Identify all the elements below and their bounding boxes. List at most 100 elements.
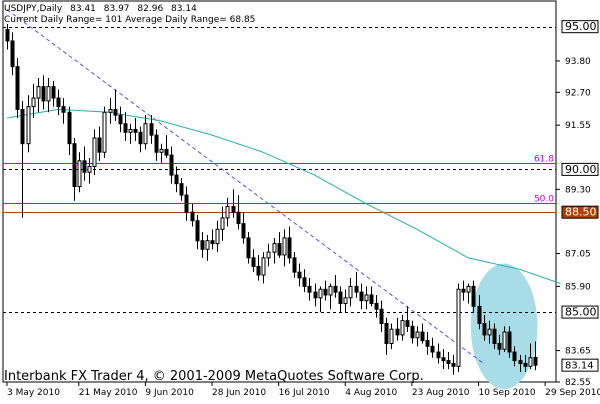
candle-body <box>241 223 246 239</box>
candle-body <box>20 108 25 145</box>
copyright-text: Interbank FX Trader 4, © 2001-2009 MetaQ… <box>4 369 424 384</box>
candle-body <box>154 134 159 153</box>
candle-body <box>133 128 138 133</box>
candle-body <box>51 86 56 99</box>
candle-body <box>528 357 533 367</box>
candle-body <box>256 265 261 276</box>
x-tick-label: 29 Sep 2010 <box>545 388 600 398</box>
candle-body <box>523 362 528 367</box>
candle-body <box>149 123 154 136</box>
level-box <box>561 305 599 319</box>
candle-body <box>272 243 277 253</box>
candle-body <box>282 237 287 256</box>
candle-body <box>61 106 66 113</box>
candle-body <box>179 183 184 196</box>
range-info: Current Daily Range= 101 Average Daily R… <box>4 15 260 26</box>
candle-body <box>492 328 497 344</box>
current-price-label: 83.14 <box>565 361 594 372</box>
x-tick-label: 23 Aug 2010 <box>412 388 470 398</box>
candle-body <box>200 240 205 250</box>
range-text: Current Daily Range= 101 Average Daily R… <box>4 15 256 25</box>
candle-body <box>287 237 292 259</box>
candle-body <box>318 288 323 299</box>
candle-body <box>97 137 102 153</box>
level-box-label: 90.00 <box>565 163 597 176</box>
x-tick-label: 21 May 2010 <box>79 388 138 398</box>
candle-body <box>430 345 435 353</box>
y-tick-label: 85.90 <box>565 282 591 292</box>
candle-body <box>379 308 384 324</box>
candle-body <box>533 356 538 366</box>
candle-body <box>67 111 72 145</box>
candle-body <box>46 86 51 102</box>
candle-body <box>466 285 471 293</box>
open-value: 83.41 <box>70 4 96 14</box>
candle-body <box>343 297 348 305</box>
current-price-box <box>561 358 599 372</box>
level-box <box>561 20 599 34</box>
chart-header: USDJPY,Daily 83.41 83.97 82.96 83.14 <box>4 4 202 15</box>
candle-body <box>313 291 318 299</box>
level-box <box>561 205 599 219</box>
candle-body <box>338 291 343 305</box>
candle-body <box>497 342 502 350</box>
candle-body <box>333 285 338 293</box>
y-tick-label: 87.05 <box>565 250 591 260</box>
candle-body <box>118 114 123 125</box>
candle-body <box>292 257 297 273</box>
candle-body <box>236 211 241 225</box>
candle-body <box>354 285 359 293</box>
y-tick-label: 89.30 <box>565 185 591 195</box>
y-tick-label: 93.80 <box>565 57 591 67</box>
candle-body <box>143 123 148 145</box>
candle-body <box>395 328 400 336</box>
candle-body <box>266 251 271 259</box>
level-box-label: 88.50 <box>565 206 597 219</box>
candle-body <box>108 108 113 113</box>
candle-body <box>389 328 394 344</box>
candle-body <box>456 288 461 367</box>
candle-body <box>302 277 307 287</box>
y-tick-label: 82.55 <box>565 378 591 388</box>
candle-body <box>471 285 476 307</box>
candle-body <box>102 111 107 153</box>
candle-body <box>184 194 189 213</box>
candle-body <box>425 340 430 347</box>
candle-body <box>128 128 133 133</box>
candle-body <box>123 123 128 133</box>
candle-body <box>36 86 41 99</box>
candle-body <box>82 160 87 173</box>
candle-body <box>174 174 179 185</box>
candle-body <box>364 294 369 302</box>
candle-body <box>56 97 61 108</box>
candle-body <box>87 166 92 173</box>
candle-body <box>159 148 164 153</box>
candle-body <box>502 331 507 350</box>
x-tick-label: 28 Jun 2010 <box>212 388 266 398</box>
low-value: 82.96 <box>137 4 164 14</box>
fib-label: 61.8 <box>534 155 554 165</box>
x-tick-label: 16 Jul 2010 <box>279 388 330 398</box>
candle-body <box>113 108 118 116</box>
candle-body <box>195 220 200 242</box>
x-tick-label: 10 Sep 2010 <box>479 388 536 398</box>
candle-body <box>277 243 282 256</box>
level-box <box>561 162 599 176</box>
candle-body <box>261 257 266 276</box>
candle-body <box>441 357 446 362</box>
fib-label: 50.0 <box>534 195 554 205</box>
candle-body <box>297 271 302 279</box>
x-tick-label: 4 Aug 2010 <box>345 388 397 398</box>
x-tick-label: 9 Jun 2010 <box>145 388 194 398</box>
candle-body <box>210 240 215 245</box>
candle-body <box>461 288 466 293</box>
candle-body <box>487 328 492 336</box>
candle-body <box>10 40 15 68</box>
y-tick-label: 92.70 <box>565 88 591 98</box>
candle-body <box>405 320 410 327</box>
candle-body <box>77 160 82 188</box>
candle-body <box>369 294 374 305</box>
candle-body <box>164 148 169 156</box>
